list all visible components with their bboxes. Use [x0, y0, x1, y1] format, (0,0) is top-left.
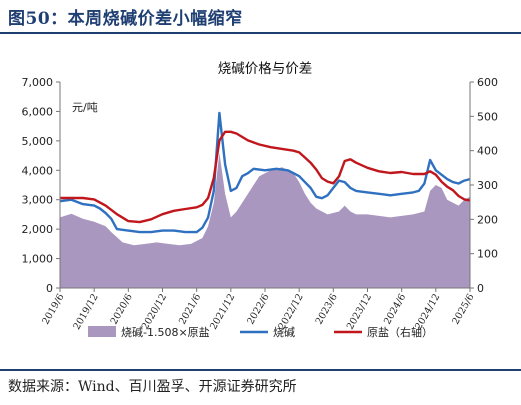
legend: 烧碱-1.508×原盐 烧碱 原盐（右轴） [88, 325, 433, 339]
series-area-spread [60, 152, 470, 288]
spread-area-layer [60, 152, 470, 288]
price-spread-chart: 烧碱价格与价差 元/吨 0 1,000 2,000 3,000 4,000 5,000 6,… [22, 61, 499, 339]
chart-area: 烧碱价格与价差 元/吨 0 1,000 2,000 3,000 4,000 5,000 6,… [0, 34, 521, 368]
left-tick-label: 7,000 [22, 76, 54, 89]
left-tick-label: 6,000 [22, 105, 54, 118]
right-tick-label: 600 [477, 76, 498, 89]
legend-swatch-spread [88, 326, 116, 337]
figure-title: 图50：本周烧碱价差小幅缩窄 [8, 9, 243, 29]
title-divider [0, 32, 521, 34]
right-tick-label: 400 [477, 145, 498, 158]
left-tick-label: 0 [46, 282, 53, 295]
x-tick-label: 2022/6 [245, 292, 271, 326]
right-tick-label: 0 [477, 282, 484, 295]
x-tick-label: 2023/6 [314, 292, 340, 326]
series-line-caustic-soda [59, 111, 471, 234]
x-tick-label: 2024/6 [382, 292, 408, 326]
right-tick-label: 300 [477, 179, 498, 192]
left-tick-label: 3,000 [22, 194, 54, 207]
right-tick-label: 500 [477, 110, 498, 123]
data-source: 数据来源：Wind、百川盈孚、开源证券研究所 [8, 379, 297, 395]
left-tick-label: 5,000 [22, 135, 54, 148]
left-axis-unit: 元/吨 [72, 101, 98, 114]
source-divider [0, 369, 521, 371]
legend-label: 原盐（右轴） [367, 325, 433, 339]
legend-label: 烧碱 [273, 326, 295, 339]
right-tick-label: 100 [477, 248, 498, 261]
price-lines-layer [59, 111, 471, 234]
x-tick-label: 2025/6 [450, 292, 476, 326]
x-tick-label: 2020/6 [109, 292, 135, 326]
left-tick-label: 4,000 [22, 164, 54, 177]
legend-label: 烧碱-1.508×原盐 [121, 326, 210, 339]
x-tick-label: 2019/12 [72, 292, 101, 332]
x-tick-label: 2021/12 [208, 292, 237, 332]
chart-title: 烧碱价格与价差 [218, 61, 313, 77]
left-tick-label: 1,000 [22, 253, 54, 266]
series-line-salt [60, 130, 471, 224]
x-tick-label: 2019/6 [40, 292, 66, 326]
right-tick-label: 200 [477, 213, 498, 226]
x-tick-label: 2021/6 [177, 292, 203, 326]
left-tick-label: 2,000 [22, 223, 54, 236]
